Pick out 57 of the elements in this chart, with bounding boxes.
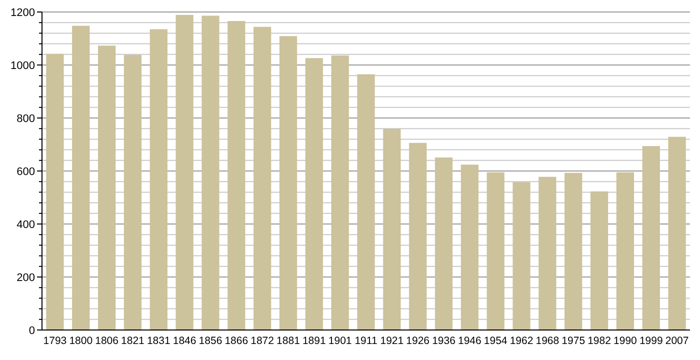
x-tick-label: 1921	[380, 335, 404, 347]
x-tick-label: 1975	[562, 335, 586, 347]
x-tick-label: 1954	[484, 335, 508, 347]
y-tick-label: 800	[16, 112, 35, 125]
bar	[642, 146, 660, 330]
bar	[46, 54, 64, 330]
bar	[564, 172, 582, 330]
bar	[590, 191, 608, 330]
x-tick-label: 1891	[302, 335, 326, 347]
x-tick-label: 1881	[276, 335, 300, 347]
bar	[176, 14, 194, 330]
x-tick-label: 1946	[458, 335, 482, 347]
bar	[486, 172, 504, 330]
x-tick-label: 1990	[614, 335, 638, 347]
bar	[98, 46, 116, 330]
y-tick-label: 0	[28, 324, 35, 337]
bar	[228, 21, 246, 330]
x-tick-label: 1866	[224, 335, 248, 347]
bar	[150, 29, 168, 330]
bar	[383, 128, 401, 330]
y-tick-label: 600	[16, 166, 35, 178]
bar	[538, 176, 556, 330]
bar	[434, 157, 453, 330]
x-tick-label: 1911	[354, 335, 378, 347]
y-tick-label: 1200	[10, 6, 35, 19]
bar	[254, 26, 272, 330]
x-tick-label: 1821	[121, 335, 145, 347]
x-tick-label: 1846	[172, 335, 196, 347]
y-tick-label: 1000	[10, 60, 35, 72]
y-tick-label: 200	[16, 272, 35, 284]
bar	[357, 74, 375, 330]
x-tick-label: 1968	[536, 335, 560, 347]
x-tick-label: 1999	[639, 335, 663, 347]
bar	[616, 172, 634, 330]
bar	[460, 164, 478, 330]
x-tick-label: 1793	[43, 335, 67, 347]
bar	[331, 55, 349, 330]
bar	[279, 36, 298, 330]
x-tick-label: 1806	[95, 335, 119, 347]
x-tick-label: 1926	[406, 335, 430, 347]
x-tick-label: 1800	[69, 335, 93, 347]
y-tick-label: 400	[16, 218, 35, 231]
x-tick-label: 1962	[510, 335, 534, 347]
x-tick-label: 1872	[250, 335, 274, 347]
bar	[668, 136, 686, 330]
x-tick-label: 2007	[665, 335, 689, 347]
x-tick-label: 1831	[146, 335, 170, 347]
bar	[305, 58, 323, 330]
bar	[512, 182, 530, 330]
x-tick-label: 1982	[588, 335, 612, 347]
bar	[124, 54, 142, 330]
bar	[202, 16, 220, 330]
bar	[72, 26, 90, 330]
x-tick-label: 1901	[328, 335, 352, 347]
x-tick-label: 1856	[198, 335, 222, 347]
x-tick-label: 1936	[432, 335, 456, 347]
bar	[409, 142, 427, 330]
